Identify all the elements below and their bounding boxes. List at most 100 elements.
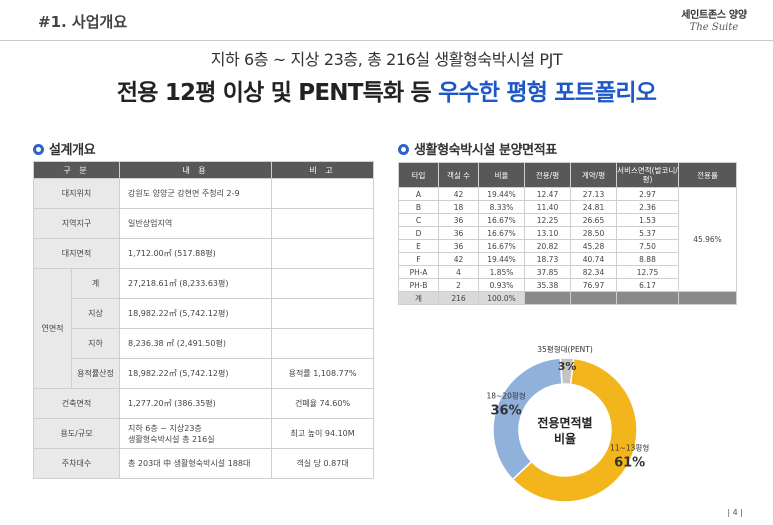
- col-header: 비율: [478, 162, 525, 188]
- table-row: 용도/규모 지하 6층 ~ 지상23층 생활형숙박시설 총 216실 최고 높이 …: [32, 418, 375, 449]
- total-row: 계 216 100.0%: [398, 291, 737, 305]
- cell: 35.38: [524, 278, 571, 292]
- brand-logo: 세인트존스 양양 The Suite: [669, 6, 759, 33]
- row-value: 1,277.20㎡ (386.35평): [119, 388, 273, 419]
- cell: 0.93%: [478, 278, 525, 292]
- col-header: 전용률: [678, 162, 737, 188]
- cell: E: [398, 239, 439, 253]
- row-note: [271, 298, 375, 329]
- slice-label-small-name: 35평형대(PENT): [537, 344, 593, 354]
- cell: 7.50: [616, 239, 679, 253]
- area-section-title: 생활형숙박시설 분양면적표: [398, 139, 557, 158]
- exclusive-ratio-cell: 45.96%: [678, 187, 737, 292]
- cell: 2: [438, 278, 479, 292]
- donut-slice: [511, 357, 638, 503]
- row-value: 지하 6층 ~ 지상23층 생활형숙박시설 총 216실: [119, 418, 273, 449]
- header-note: 비 고: [271, 161, 375, 179]
- cell: 42: [438, 252, 479, 266]
- col-header: 계약/평: [570, 162, 617, 188]
- area-table: 타입 객실 수 비율 전용/평 계약/평 서비스면적(발코니/평) 전용률 A …: [398, 162, 737, 305]
- cell: 42: [438, 187, 479, 201]
- cell: 76.97: [570, 278, 617, 292]
- row-value: 27,218.61㎡ (8,233.63평): [119, 268, 273, 299]
- table-row: 주차대수 총 203대 中 생활형숙박시설 188대 객실 당 0.87대: [32, 448, 375, 479]
- blank-cell: [570, 291, 617, 305]
- slice-label-large-value: 61%: [614, 456, 645, 471]
- row-value-line1: 지하 6층 ~ 지상23층: [128, 423, 202, 433]
- cell: C: [398, 213, 439, 227]
- row-label: 건축면적: [32, 388, 121, 419]
- cell: 20.82: [524, 239, 571, 253]
- cell: F: [398, 252, 439, 266]
- table-row: 연면적 계 27,218.61㎡ (8,233.63평): [33, 268, 375, 389]
- table-row: A 42 19.44% 12.47 27.13 2.97 45.96%: [398, 187, 737, 292]
- cell: 1.53: [616, 213, 679, 227]
- cell: 12.47: [524, 187, 571, 201]
- row-label: 지상: [70, 298, 121, 329]
- slice-label-medium-value: 36%: [491, 403, 522, 418]
- area-ratio-donut-chart: 전용면적별 비율 11~13평형 61% 18~20평형 36% 35평형대(PENT) 3%: [480, 325, 650, 515]
- cell: 37.85: [524, 265, 571, 279]
- section-number: #1. 사업개요: [38, 13, 128, 31]
- blank-cell: [616, 291, 679, 305]
- cell: 11.40: [524, 200, 571, 214]
- cell: 40.74: [570, 252, 617, 266]
- cell: 36: [438, 239, 479, 253]
- table-row: 용적률산정 18,982.22㎡ (5,742.12평) 용적률 1,108.7…: [34, 358, 375, 389]
- cell: 6.17: [616, 278, 679, 292]
- row-label: 용도/규모: [32, 418, 121, 449]
- table-row: PH-A 4 1.85% 37.85 82.34 12.75: [398, 265, 737, 279]
- cell: D: [398, 226, 439, 240]
- cell: 36: [438, 213, 479, 227]
- row-note: [271, 238, 375, 269]
- cell: 26.65: [570, 213, 617, 227]
- col-header: 전용/평: [524, 162, 571, 188]
- cell: 16.67%: [478, 239, 525, 253]
- row-note: [271, 178, 375, 209]
- cell: 19.44%: [478, 187, 525, 201]
- cell: 1.85%: [478, 265, 525, 279]
- cell: 12.25: [524, 213, 571, 227]
- row-label: 대지면적: [32, 238, 121, 269]
- header-category: 구 분: [32, 161, 121, 179]
- row-value: 총 203대 中 생활형숙박시설 188대: [119, 448, 273, 479]
- cell: 2.97: [616, 187, 679, 201]
- slice-label-small-value: 3%: [558, 360, 577, 373]
- cell: 2.36: [616, 200, 679, 214]
- donut-slice: [492, 357, 563, 481]
- design-section-title: 설계개요: [33, 139, 96, 158]
- design-title-text: 설계개요: [49, 143, 96, 158]
- total-ratio: 100.0%: [478, 291, 525, 305]
- total-count: 216: [438, 291, 479, 305]
- row-value: 8,236.38 ㎡ (2,491.50평): [119, 328, 273, 359]
- page-number: | 4 |: [727, 508, 743, 517]
- cell: 19.44%: [478, 252, 525, 266]
- headline: 전용 12평 이상 및 PENT특화 등 우수한 평형 포트폴리오: [0, 73, 773, 107]
- row-label: 주차대수: [32, 448, 121, 479]
- location-pin-icon: [398, 144, 409, 155]
- table-row: 대지면적 1,712.00㎡ (517.88평): [32, 238, 375, 269]
- subtitle: 지하 6층 ~ 지상 23층, 총 216실 생활형숙박시설 PJT: [210, 50, 563, 69]
- cell: 18.73: [524, 252, 571, 266]
- row-note: [271, 268, 375, 299]
- row-value-line2: 생활형숙박시설 총 216실: [128, 434, 215, 444]
- cell: PH-B: [398, 278, 439, 292]
- cell: 45.28: [570, 239, 617, 253]
- cell: 8.88: [616, 252, 679, 266]
- table-row: 대지위치 강원도 양양군 강현면 주청리 2-9: [32, 178, 375, 209]
- header-content: 내 용: [119, 161, 273, 179]
- row-label: 대지위치: [32, 178, 121, 209]
- table-row: E 36 16.67% 20.82 45.28 7.50: [398, 239, 737, 253]
- cell: 5.37: [616, 226, 679, 240]
- slice-label-medium-name: 18~20평형: [486, 390, 525, 400]
- location-pin-icon: [33, 144, 44, 155]
- blank-cell: [678, 291, 737, 305]
- row-note: [271, 208, 375, 239]
- row-label: 계: [70, 268, 121, 299]
- brand-name: 세인트존스 양양: [681, 10, 747, 21]
- total-label: 계: [398, 291, 439, 305]
- table-row: 지하 8,236.38 ㎡ (2,491.50평): [34, 328, 375, 359]
- cell: 24.81: [570, 200, 617, 214]
- headline-highlight: 우수한 평형 포트폴리오: [438, 80, 657, 106]
